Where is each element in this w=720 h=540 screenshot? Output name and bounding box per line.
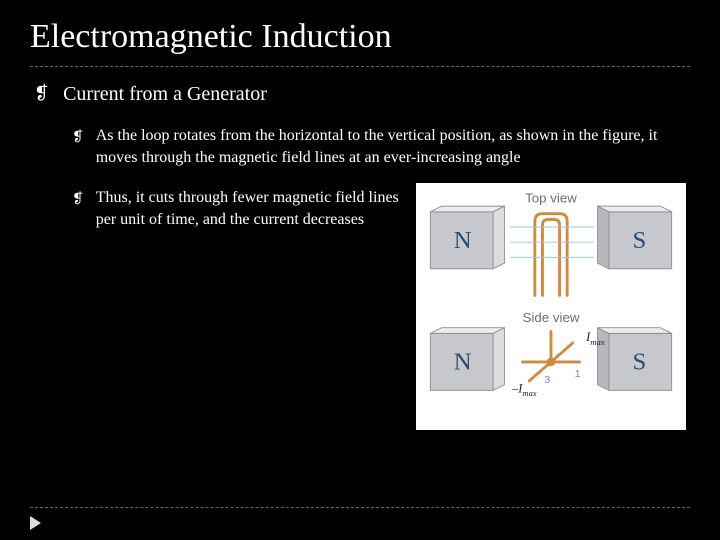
next-arrow-icon[interactable]	[30, 516, 41, 530]
generator-figure: Top view N S	[416, 183, 686, 430]
neg-imax-label: –Imax	[511, 381, 537, 398]
top-divider	[30, 66, 690, 67]
south-pole-label: S	[632, 227, 646, 254]
side-right-magnet: S	[598, 328, 672, 391]
bullet-icon: ❡	[72, 125, 84, 147]
body1-text: As the loop rotates from the horizontal …	[96, 125, 690, 169]
row-body2-figure: ❡ Thus, it cuts through fewer magnetic f…	[30, 187, 690, 430]
bullet-level2: ❡ As the loop rotates from the horizonta…	[30, 125, 690, 169]
top-field-lines	[510, 227, 594, 257]
top-view-label: Top view	[525, 190, 577, 205]
svg-text:S: S	[632, 349, 646, 376]
body2-text: Thus, it cuts through fewer magnetic fie…	[96, 187, 402, 231]
side-view-label: Side view	[523, 310, 580, 325]
figure-svg: Top view N S	[422, 189, 680, 417]
bullet-icon: ❡	[72, 187, 84, 209]
top-loop	[535, 214, 567, 296]
bullet-icon: ❡	[34, 81, 49, 105]
svg-text:N: N	[454, 349, 472, 376]
side-left-magnet: N	[430, 328, 504, 391]
slide: Electromagnetic Induction ❡ Current from…	[0, 0, 720, 540]
slide-title: Electromagnetic Induction	[30, 18, 690, 56]
north-pole-label: N	[454, 227, 472, 254]
tick-1: 1	[575, 369, 581, 380]
bottom-divider	[30, 507, 690, 508]
subtitle-text: Current from a Generator	[63, 81, 267, 107]
bullet-level2: ❡ Thus, it cuts through fewer magnetic f…	[30, 187, 402, 231]
bullet-level1: ❡ Current from a Generator	[30, 81, 690, 107]
tick-3: 3	[544, 375, 550, 386]
top-left-magnet: N	[430, 206, 504, 269]
top-right-magnet: S	[598, 206, 672, 269]
side-loop	[523, 332, 580, 381]
